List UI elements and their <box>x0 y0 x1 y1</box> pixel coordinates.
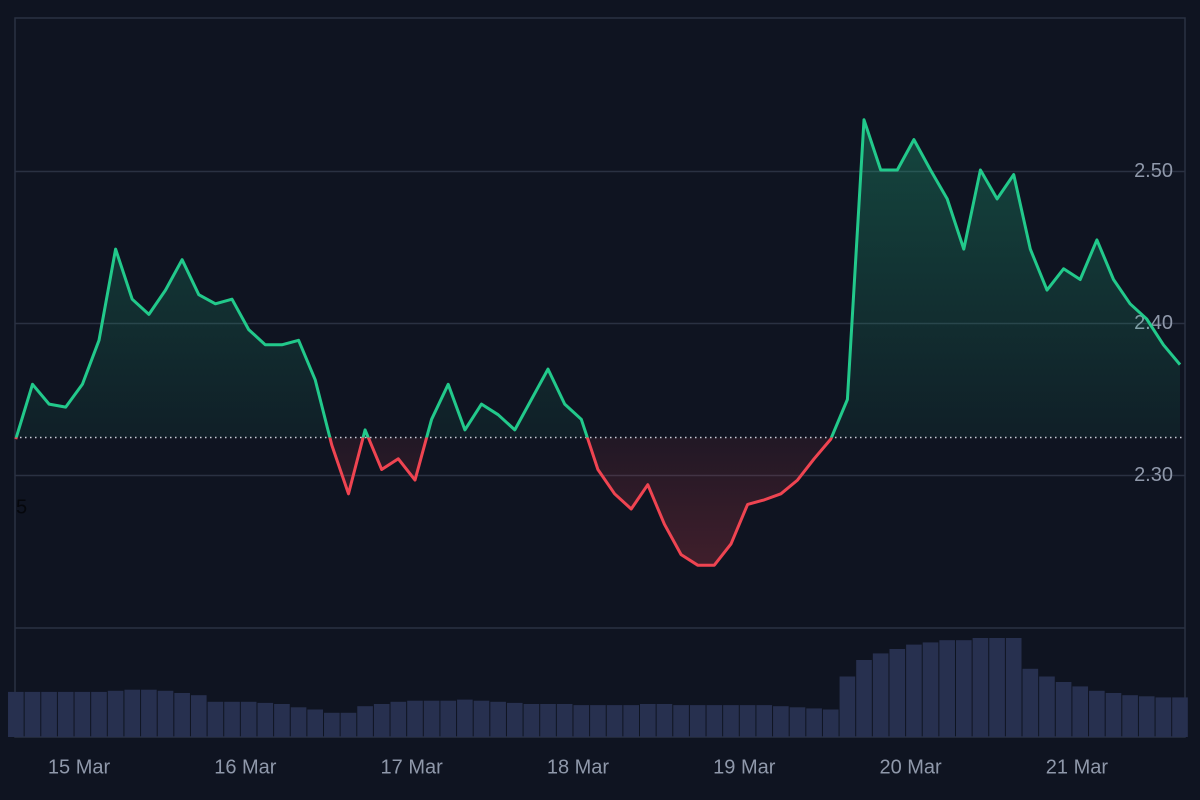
volume-bar <box>1122 695 1138 737</box>
volume-bar <box>906 644 922 737</box>
volume-bar <box>307 709 324 737</box>
volume-bar <box>939 640 955 737</box>
volume-bar <box>1105 693 1122 737</box>
volume-bar <box>224 701 240 737</box>
volume-bar <box>556 704 573 737</box>
volume-bar <box>872 653 889 737</box>
volume-bar <box>656 704 673 737</box>
volume-bar <box>324 712 340 737</box>
volume-bar <box>839 676 856 737</box>
volume-bar <box>190 695 207 737</box>
volume-bar <box>540 704 556 737</box>
volume-bar <box>1172 697 1188 737</box>
volume-bar <box>606 705 623 737</box>
volume-bar <box>207 701 224 737</box>
volume-bar <box>240 701 257 737</box>
volume-bar <box>756 705 773 737</box>
volume-bar <box>789 707 806 737</box>
volume-bar <box>390 701 407 737</box>
volume-bar <box>257 702 274 737</box>
x-tick-label: 17 Mar <box>381 756 444 778</box>
volume-bar <box>590 705 606 737</box>
volume-bar <box>623 705 639 737</box>
y-tick-label: 2.30 <box>1134 464 1173 486</box>
y-tick-label: 2.50 <box>1134 160 1173 182</box>
volume-bar <box>423 700 440 737</box>
volume-bar <box>972 638 989 737</box>
volume-bar <box>955 640 972 737</box>
volume-bar <box>723 705 739 737</box>
volume-bar <box>457 699 473 737</box>
volume-bar <box>1022 668 1039 737</box>
volume-bar <box>1155 697 1172 737</box>
x-tick-label: 15 Mar <box>48 756 111 778</box>
volume-bar <box>506 702 523 737</box>
volume-bar <box>473 700 490 737</box>
volume-bar <box>573 705 590 737</box>
volume-bar <box>74 691 91 737</box>
volume-bar <box>1089 690 1105 737</box>
volume-bar <box>141 689 157 737</box>
volume-bar <box>157 690 174 737</box>
x-tick-label: 19 Mar <box>713 756 776 778</box>
volume-bar <box>856 660 872 737</box>
x-tick-label: 16 Mar <box>214 756 277 778</box>
volume-bar <box>523 704 540 737</box>
volume-bar <box>806 708 822 737</box>
volume-bar <box>706 705 723 737</box>
volume-bar <box>24 691 41 737</box>
volume-bar <box>673 705 689 737</box>
price-line <box>14 118 1182 567</box>
volume-bar <box>1055 682 1072 737</box>
volume-bar <box>922 642 939 737</box>
volume-bar <box>357 706 373 737</box>
volume-bar <box>174 693 190 737</box>
x-tick-label: 21 Mar <box>1046 756 1109 778</box>
volume-bar <box>407 700 423 737</box>
x-tick-label: 18 Mar <box>547 756 610 778</box>
volume-bar <box>889 649 906 737</box>
x-tick-label: 20 Mar <box>879 756 942 778</box>
volume-bar <box>490 701 506 737</box>
annotation: 5 <box>16 496 27 518</box>
volume-bar <box>773 706 789 737</box>
volume-bar <box>124 689 141 737</box>
volume-bar <box>8 691 24 737</box>
volume-bar <box>440 700 457 737</box>
volume-bar <box>274 704 290 737</box>
volume-bar <box>689 705 706 737</box>
volume-bar <box>1072 686 1089 737</box>
volume-bar <box>822 709 839 737</box>
volume-bar <box>290 707 307 737</box>
volume-bar <box>57 691 74 737</box>
volume-bar <box>340 712 357 737</box>
volume-bar <box>1005 638 1022 737</box>
area-fill <box>15 119 1181 566</box>
volume-bar <box>41 691 57 737</box>
volume-bar <box>91 691 107 737</box>
volume-bar <box>373 704 390 737</box>
volume-bar <box>739 705 756 737</box>
volume-bar <box>639 704 656 737</box>
volume-bar <box>1039 676 1055 737</box>
volume-bar <box>107 690 124 737</box>
volume-bar <box>989 638 1005 737</box>
volume-bar <box>1138 696 1155 737</box>
